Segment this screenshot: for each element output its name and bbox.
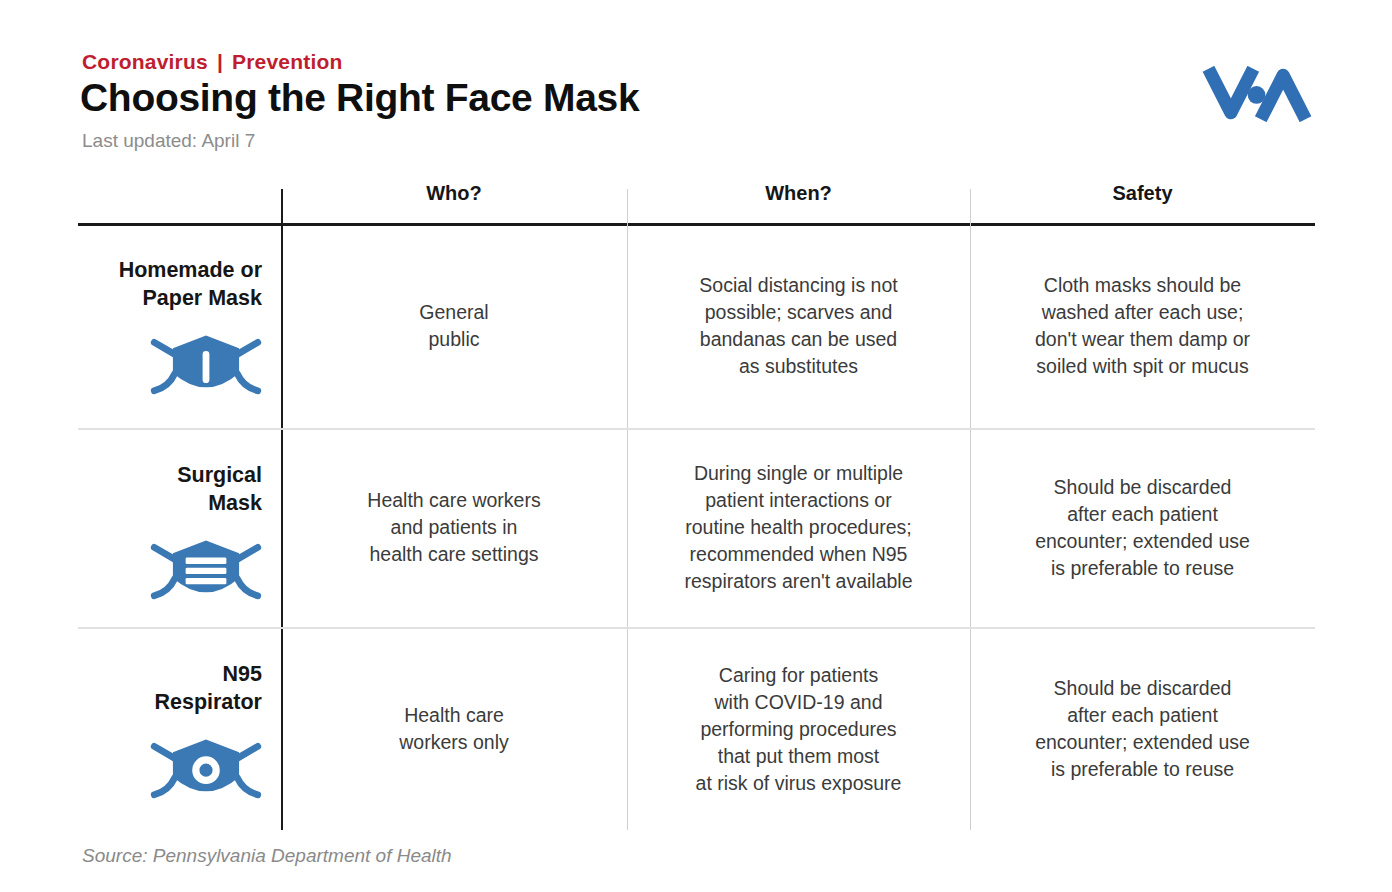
table-cell-safety: Should be discarded after each patient e… (970, 627, 1315, 831)
table-row-label-surgical: Surgical Mask (78, 428, 281, 627)
column-header-when: When? (627, 170, 970, 223)
infographic-page: Coronavirus|Prevention Choosing the Righ… (0, 0, 1392, 892)
pipe-separator: | (208, 50, 232, 73)
surgical-mask-icon (150, 532, 262, 612)
mask-comparison-table: Who? When? Safety Homemade or Paper Mask (78, 170, 1315, 831)
eyebrow: Coronavirus|Prevention (82, 50, 343, 74)
row-label-text: Homemade or Paper Mask (119, 256, 262, 312)
column-header-who: Who? (281, 170, 627, 223)
page-title: Choosing the Right Face Mask (80, 76, 639, 120)
table-cell-when: Social distancing is not possible; scarv… (627, 223, 970, 428)
category-label: Coronavirus (82, 50, 208, 73)
voa-logo-icon (1198, 66, 1316, 122)
table-row-label-homemade: Homemade or Paper Mask (78, 223, 281, 428)
n95-respirator-icon (150, 731, 262, 811)
table-cell-who: General public (281, 223, 627, 428)
table-row-label-n95: N95 Respirator (78, 627, 281, 831)
table-cell-when: Caring for patients with COVID-19 and pe… (627, 627, 970, 831)
column-header-safety: Safety (970, 170, 1315, 223)
table-cell-who: Health care workers only (281, 627, 627, 831)
table-cell-when: During single or multiple patient intera… (627, 428, 970, 627)
table-cell-safety: Should be discarded after each patient e… (970, 428, 1315, 627)
row-label-text: N95 Respirator (154, 660, 262, 716)
table-cell-who: Health care workers and patients in heal… (281, 428, 627, 627)
table-cell-safety: Cloth masks should be washed after each … (970, 223, 1315, 428)
row-label-text: Surgical Mask (177, 461, 262, 517)
last-updated: Last updated: April 7 (82, 130, 255, 152)
corner-cell (78, 170, 281, 223)
homemade-paper-mask-icon (150, 327, 262, 407)
table-grid: Who? When? Safety Homemade or Paper Mask (78, 170, 1315, 831)
source-note: Source: Pennsylvania Department of Healt… (82, 845, 452, 867)
section-label: Prevention (232, 50, 343, 73)
